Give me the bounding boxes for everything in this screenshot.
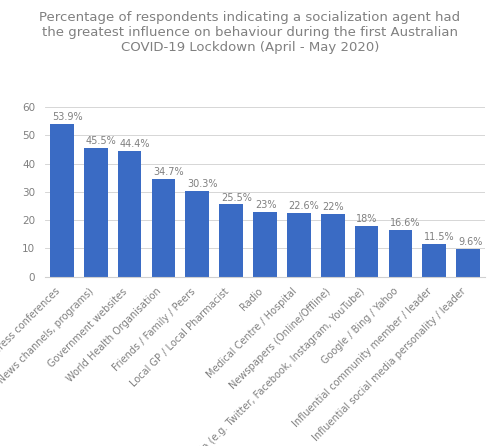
Bar: [186, 191, 209, 277]
Text: 11.5%: 11.5%: [424, 232, 454, 242]
Text: 22%: 22%: [322, 202, 344, 212]
Bar: [220, 204, 243, 277]
Text: 22.6%: 22.6%: [288, 201, 320, 211]
Bar: [50, 124, 74, 277]
Bar: [84, 148, 108, 277]
Bar: [118, 151, 142, 277]
Bar: [287, 213, 310, 277]
Bar: [354, 226, 378, 277]
Bar: [422, 244, 446, 277]
Text: 34.7%: 34.7%: [154, 166, 184, 177]
Text: Percentage of respondents indicating a socialization agent had
the greatest infl: Percentage of respondents indicating a s…: [40, 11, 461, 54]
Text: 18%: 18%: [356, 214, 378, 224]
Bar: [321, 215, 344, 277]
Text: 23%: 23%: [255, 199, 276, 210]
Text: 30.3%: 30.3%: [187, 179, 218, 189]
Bar: [152, 178, 176, 277]
Bar: [456, 249, 480, 277]
Text: 16.6%: 16.6%: [390, 218, 420, 227]
Text: 44.4%: 44.4%: [120, 139, 150, 149]
Text: 53.9%: 53.9%: [52, 112, 82, 122]
Bar: [253, 211, 277, 277]
Text: 45.5%: 45.5%: [86, 136, 116, 146]
Bar: [388, 230, 412, 277]
Text: 25.5%: 25.5%: [221, 193, 252, 202]
Text: 9.6%: 9.6%: [458, 237, 482, 248]
